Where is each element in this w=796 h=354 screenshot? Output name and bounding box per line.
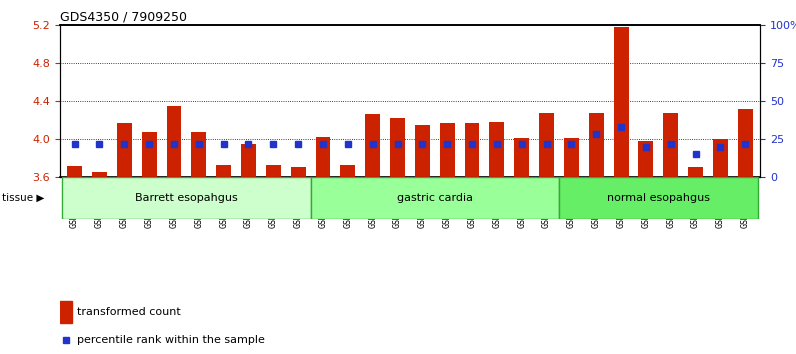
- Text: GSM852007: GSM852007: [467, 183, 477, 228]
- Text: GSM851990: GSM851990: [244, 183, 253, 228]
- Bar: [614, 27, 629, 177]
- Bar: [415, 125, 430, 177]
- Bar: [241, 144, 256, 177]
- Text: GSM851997: GSM851997: [666, 183, 675, 228]
- Text: GSM851998: GSM851998: [691, 183, 700, 228]
- Bar: [589, 113, 603, 177]
- Text: GSM852000: GSM852000: [741, 183, 750, 228]
- Text: GSM852003: GSM852003: [369, 183, 377, 228]
- Bar: [217, 165, 231, 177]
- Text: GSM851988: GSM851988: [194, 183, 203, 228]
- Text: GSM851993: GSM851993: [567, 183, 576, 228]
- Bar: [142, 132, 157, 177]
- Text: GSM852010: GSM852010: [542, 183, 551, 228]
- Bar: [92, 172, 107, 177]
- Text: GSM851983: GSM851983: [70, 183, 79, 228]
- Text: GSM851987: GSM851987: [170, 183, 178, 228]
- Bar: [539, 113, 554, 177]
- Text: GSM852008: GSM852008: [493, 183, 501, 228]
- Text: GSM851989: GSM851989: [219, 183, 228, 228]
- Bar: [439, 123, 455, 177]
- Text: GSM851986: GSM851986: [145, 183, 154, 228]
- Bar: [266, 165, 281, 177]
- Text: GSM852006: GSM852006: [443, 183, 451, 228]
- Bar: [490, 122, 505, 177]
- Bar: [166, 105, 181, 177]
- Bar: [663, 113, 678, 177]
- Text: transformed count: transformed count: [77, 307, 181, 317]
- Bar: [689, 167, 703, 177]
- Text: GSM851995: GSM851995: [617, 183, 626, 228]
- Text: GSM851999: GSM851999: [716, 183, 725, 228]
- Text: GDS4350 / 7909250: GDS4350 / 7909250: [60, 11, 187, 24]
- Text: Barrett esopahgus: Barrett esopahgus: [135, 193, 238, 203]
- Bar: [559, 177, 758, 219]
- Bar: [341, 165, 355, 177]
- Text: gastric cardia: gastric cardia: [396, 193, 473, 203]
- Bar: [365, 114, 380, 177]
- Text: GSM852001: GSM852001: [318, 183, 327, 228]
- Text: tissue ▶: tissue ▶: [2, 193, 44, 203]
- Text: percentile rank within the sample: percentile rank within the sample: [77, 335, 265, 345]
- Bar: [62, 177, 310, 219]
- Text: GSM852002: GSM852002: [343, 183, 353, 228]
- Text: GSM851984: GSM851984: [95, 183, 104, 228]
- Bar: [191, 132, 206, 177]
- Bar: [638, 141, 654, 177]
- Bar: [465, 123, 479, 177]
- Bar: [713, 139, 728, 177]
- Text: GSM851985: GSM851985: [119, 183, 129, 228]
- Bar: [310, 177, 559, 219]
- Text: GSM852004: GSM852004: [393, 183, 402, 228]
- Bar: [738, 108, 753, 177]
- Text: GSM852009: GSM852009: [517, 183, 526, 228]
- Text: GSM851991: GSM851991: [269, 183, 278, 228]
- Bar: [117, 123, 131, 177]
- Bar: [564, 138, 579, 177]
- Text: GSM851994: GSM851994: [591, 183, 601, 228]
- Bar: [315, 137, 330, 177]
- Text: GSM851992: GSM851992: [294, 183, 302, 228]
- Text: GSM851996: GSM851996: [642, 183, 650, 228]
- Text: normal esopahgus: normal esopahgus: [607, 193, 710, 203]
- Bar: [390, 118, 405, 177]
- Bar: [291, 167, 306, 177]
- Bar: [514, 138, 529, 177]
- Bar: [60, 301, 72, 323]
- Text: GSM852005: GSM852005: [418, 183, 427, 228]
- Bar: [67, 166, 82, 177]
